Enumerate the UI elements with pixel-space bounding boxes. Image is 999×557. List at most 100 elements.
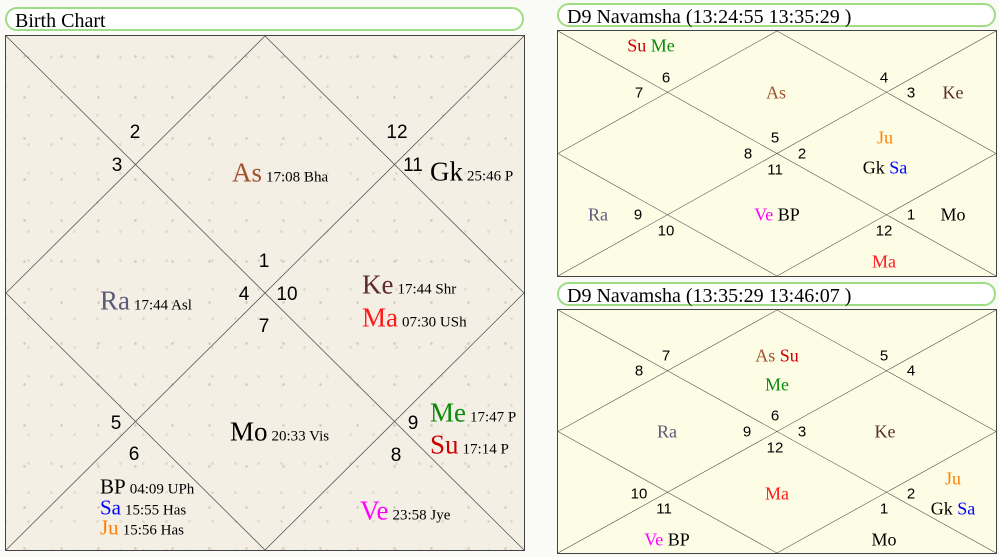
planet-abbr: Gk — [430, 156, 463, 187]
planet-as: As 17:08 Bha — [232, 158, 328, 189]
planet-abbr: Ju — [100, 515, 119, 540]
planet-group: Su Me — [627, 36, 675, 57]
planet-detail: 07:30 USh — [402, 314, 467, 331]
chart-grid-lines — [558, 310, 996, 553]
house-number: 3 — [906, 84, 916, 102]
house-number: 2 — [906, 485, 916, 503]
planet-detail: 17:08 Bha — [266, 169, 329, 186]
house-number: 10 — [276, 284, 298, 305]
birth-chart-title: Birth Chart — [5, 7, 524, 32]
planet-sa: Sa — [889, 157, 908, 178]
house-number: 6 — [661, 69, 671, 87]
planet-ju: Ju — [876, 127, 894, 148]
planet-ke: Ke 17:44 Shr — [362, 270, 456, 301]
house-number: 10 — [657, 222, 675, 240]
planet-detail: 15:56 Has — [122, 522, 184, 539]
house-number: 3 — [111, 155, 123, 176]
planet-bp: BP 04:09 UPh — [100, 475, 194, 500]
house-number: 6 — [770, 407, 780, 425]
planet-abbr: Ra — [100, 285, 130, 316]
planet-as: As — [755, 345, 776, 366]
planet-mo: Mo — [940, 204, 966, 225]
d9-chart-b-title: D9 Navamsha (13:35:29 13:46:07 ) — [557, 282, 996, 307]
house-number: 2 — [797, 145, 807, 163]
house-number: 4 — [906, 362, 916, 380]
house-number: 5 — [110, 413, 122, 434]
planet-group: As Su — [755, 346, 799, 367]
house-number: 5 — [770, 129, 780, 147]
planet-detail: 17:44 Asl — [134, 297, 192, 314]
planet-group: Gk Sa — [863, 158, 908, 179]
planet-detail: 17:47 P — [470, 409, 517, 426]
planet-ra: Ra — [657, 421, 677, 442]
planet-mo: Mo — [871, 529, 897, 550]
planet-abbr: Mo — [230, 416, 268, 447]
house-number: 4 — [238, 284, 250, 305]
birth-chart-planets: As 17:08 Bha Gk 25:46 P Ke 17:44 Shr Ma 07:3… — [5, 35, 524, 550]
planet-ma: Ma 07:30 USh — [362, 303, 467, 334]
planet-abbr: Sa — [100, 495, 121, 520]
planet-ra: Ra — [588, 204, 608, 225]
planet-abbr: Ma — [362, 302, 398, 333]
house-number: 7 — [634, 84, 644, 102]
planet-bp: BP — [777, 204, 800, 225]
house-number: 2 — [129, 122, 141, 143]
house-number: 8 — [634, 362, 644, 380]
planet-abbr: Su — [430, 429, 459, 460]
house-number: 9 — [742, 423, 752, 441]
planet-group: Ve BP — [644, 530, 690, 551]
planet-detail: 23:58 Jye — [392, 507, 451, 524]
planet-abbr: BP — [100, 474, 126, 499]
house-number: 6 — [128, 444, 140, 465]
planet-abbr: Me — [430, 397, 466, 428]
planet-su: Su — [779, 345, 799, 366]
d9-chart-a — [557, 30, 997, 277]
house-number: 12 — [875, 222, 893, 240]
planet-group: Gk Sa — [931, 499, 976, 520]
house-number: 8 — [743, 145, 753, 163]
house-number: 7 — [258, 316, 270, 337]
planet-me: Me 17:47 P — [430, 398, 516, 429]
house-number: 12 — [766, 439, 784, 457]
planet-gk: Gk — [862, 157, 885, 178]
planet-ma: Ma — [872, 251, 896, 272]
planet-ju: Ju 15:56 Has — [100, 516, 184, 541]
planet-detail: 20:33 Vis — [271, 428, 330, 445]
planet-ju: Ju — [944, 468, 962, 489]
planet-group: Ve BP — [754, 205, 800, 226]
house-number: 8 — [390, 445, 402, 466]
planet-sa: Sa — [957, 498, 976, 519]
house-number: 4 — [879, 69, 889, 87]
house-number: 7 — [661, 347, 671, 365]
planet-detail: 25:46 P — [467, 168, 514, 185]
planet-ke: Ke — [874, 421, 896, 442]
planet-ke: Ke — [942, 82, 964, 103]
planet-gk: Gk — [930, 498, 953, 519]
planet-su: Su 17:14 P — [430, 430, 509, 461]
planet-ve: Ve 23:58 Jye — [360, 496, 450, 527]
house-number: 11 — [767, 161, 783, 179]
planet-detail: 17:44 Shr — [397, 281, 457, 298]
planet-ve: Ve — [754, 204, 774, 225]
planet-detail: 15:55 Has — [125, 502, 187, 519]
house-number: 9 — [407, 413, 419, 434]
house-number: 3 — [797, 423, 807, 441]
house-number: 12 — [386, 122, 408, 143]
chart-grid-lines — [558, 31, 996, 276]
planet-abbr: Ke — [362, 269, 394, 300]
house-number: 5 — [879, 347, 889, 365]
house-number: 11 — [656, 500, 672, 518]
d9-chart-b — [557, 309, 997, 554]
house-number: 11 — [403, 155, 423, 176]
house-number: 10 — [630, 485, 648, 503]
house-number: 1 — [879, 500, 889, 518]
planet-as: As — [765, 82, 787, 103]
planet-su: Su — [627, 35, 647, 56]
house-number: 1 — [258, 251, 270, 272]
planet-sa: Sa 15:55 Has — [100, 496, 186, 521]
planet-abbr: As — [232, 157, 263, 188]
planet-me: Me — [650, 35, 675, 56]
house-number: 1 — [906, 206, 916, 224]
chart-grid-lines — [6, 36, 524, 550]
planet-abbr: Ve — [360, 495, 389, 526]
